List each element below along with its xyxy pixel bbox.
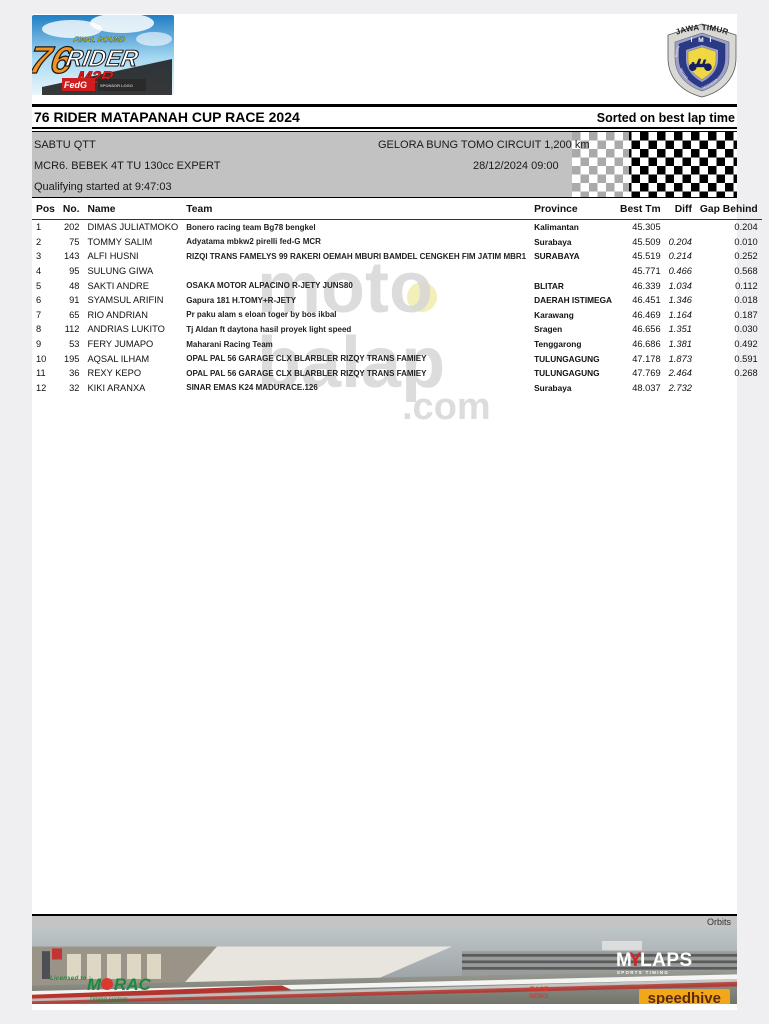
svg-text:FedG: FedG <box>64 80 87 90</box>
svg-text:SPONSOR LOGO: SPONSOR LOGO <box>100 83 133 88</box>
svg-text:M: M <box>87 975 102 994</box>
svg-text:SPORTS TIMING: SPORTS TIMING <box>617 970 669 975</box>
svg-text:FINAL ROUND: FINAL ROUND <box>73 35 127 44</box>
svg-text:Timing system: Timing system <box>89 997 128 1003</box>
svg-text:I M I: I M I <box>691 37 714 44</box>
svg-text:RAC: RAC <box>114 975 152 994</box>
svg-text:LAPS: LAPS <box>640 950 693 971</box>
